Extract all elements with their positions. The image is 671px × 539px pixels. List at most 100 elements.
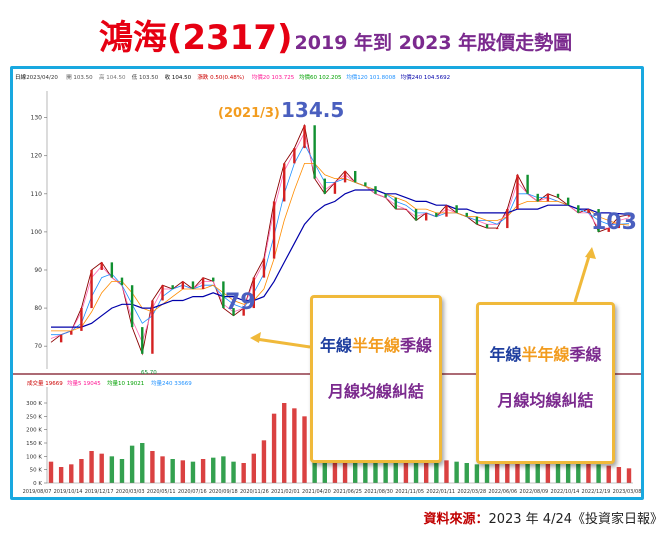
price-tick-label: 130 xyxy=(31,115,43,122)
price-candle xyxy=(495,228,499,230)
price-candle xyxy=(384,193,387,198)
volume-bar xyxy=(505,459,510,483)
volume-bar xyxy=(261,440,267,483)
x-tick-label: 2022/06/06 xyxy=(488,489,517,495)
info-bar-item: 均價60 102.205 xyxy=(299,73,342,81)
x-tick-label: 2021/11/05 xyxy=(395,489,424,495)
price-candle xyxy=(506,209,509,229)
series-line xyxy=(51,163,630,332)
price-candle xyxy=(546,193,550,202)
price-candle xyxy=(566,197,570,206)
price-candle xyxy=(597,209,600,232)
price-candle xyxy=(354,170,357,183)
price-candle xyxy=(242,308,245,316)
price-candle xyxy=(262,258,266,278)
price-candle xyxy=(323,178,326,194)
last-value-label: 103 xyxy=(591,210,637,235)
price-tick-label: 80 xyxy=(34,305,42,312)
volume-bar xyxy=(241,463,246,483)
price-tick-label: 110 xyxy=(31,191,43,198)
volume-bar xyxy=(525,451,530,483)
price-candle xyxy=(516,174,519,210)
volume-bar xyxy=(353,448,358,483)
price-candle xyxy=(212,277,215,282)
volume-bar-item: 均量10 19021 xyxy=(107,379,144,387)
price-candle xyxy=(100,262,103,270)
volume-bar xyxy=(423,461,429,483)
price-candle xyxy=(59,334,63,343)
price-candle xyxy=(272,201,276,259)
volume-bar xyxy=(150,451,155,483)
low-value-label: 79 xyxy=(225,290,256,315)
volume-bar xyxy=(363,451,368,483)
volume-bar-item: 均量240 33669 xyxy=(151,379,192,387)
price-candle xyxy=(303,125,306,149)
volume-bar xyxy=(180,460,186,483)
volume-bar xyxy=(160,456,165,483)
price-candle xyxy=(141,327,144,354)
volume-tick-label: 150 K xyxy=(26,441,42,447)
x-tick-label: 2019/10/14 xyxy=(54,489,83,495)
volume-bar xyxy=(576,461,581,483)
price-candle xyxy=(435,212,438,217)
price-candle xyxy=(465,212,468,217)
info-bar-item: 收 104.50 xyxy=(165,73,192,81)
price-tick-label: 70 xyxy=(34,343,42,350)
volume-bar xyxy=(99,453,104,483)
volume-bar xyxy=(413,461,419,483)
price-candle xyxy=(587,209,590,213)
info-bar-item: 均價20 103.725 xyxy=(252,73,295,81)
volume-bar xyxy=(464,463,469,483)
x-tick-label: 2022/08/09 xyxy=(519,489,548,495)
price-candle xyxy=(151,300,154,354)
volume-bar xyxy=(484,464,490,483)
info-bar-item: 高 104.50 xyxy=(99,73,126,81)
volume-bar xyxy=(231,461,236,483)
x-tick-label: 2021/02/01 xyxy=(271,489,300,495)
price-candle xyxy=(343,170,347,183)
price-candle xyxy=(414,209,418,221)
price-candle xyxy=(536,193,539,202)
price-tick-label: 120 xyxy=(31,153,43,160)
volume-bar xyxy=(383,457,388,483)
series-line xyxy=(51,143,630,336)
volume-bar xyxy=(292,408,297,483)
series-line xyxy=(51,189,630,328)
callout-left: 年線半年線季線 月線均線糾結 xyxy=(310,295,442,463)
volume-tick-label: 0 K xyxy=(33,481,42,487)
volume-bar xyxy=(545,457,551,483)
price-candle xyxy=(130,285,134,328)
price-candle xyxy=(394,197,397,210)
source-label: 資料來源： xyxy=(423,512,489,527)
info-bar-item: 開 103.50 xyxy=(66,74,93,81)
volume-tick-label: 50 K xyxy=(30,468,43,474)
volume-tick-label: 100 K xyxy=(26,454,42,460)
volume-bar xyxy=(211,457,216,483)
x-tick-label: 2021/04/20 xyxy=(302,489,331,495)
x-tick-label: 2020/09/18 xyxy=(209,489,238,495)
callout-left-line2: 月線均線糾結 xyxy=(327,382,424,401)
source-note: 資料來源：2023 年 4/24《投資家日報》 xyxy=(423,508,663,527)
price-candle xyxy=(252,277,256,309)
ma-quarter-label: 季線 xyxy=(400,336,433,355)
ma-quarter-label: 季線 xyxy=(569,345,602,364)
volume-bar xyxy=(565,460,571,483)
volume-bar xyxy=(271,413,277,483)
volume-tick-label: 200 K xyxy=(26,428,42,434)
volume-bar xyxy=(444,460,449,483)
price-candle xyxy=(556,193,560,198)
price-candle xyxy=(455,205,458,213)
ma-half-label: 半年線 xyxy=(521,345,570,364)
volume-bar xyxy=(58,467,64,483)
volume-bar xyxy=(626,468,632,483)
volume-tick-label: 300 K xyxy=(26,401,42,407)
volume-bar xyxy=(434,463,439,483)
volume-bar-item: 均量5 19045 xyxy=(67,379,101,387)
info-bar-item: 漲跌 0.50(0.48%) xyxy=(197,73,244,81)
volume-bar-item: 成交量 19669 xyxy=(27,379,63,387)
price-candle xyxy=(577,205,580,213)
volume-bar xyxy=(282,403,287,483)
volume-bar xyxy=(535,456,540,483)
info-bar-item: 均價240 104.5692 xyxy=(401,73,451,81)
volume-bar xyxy=(109,456,115,483)
